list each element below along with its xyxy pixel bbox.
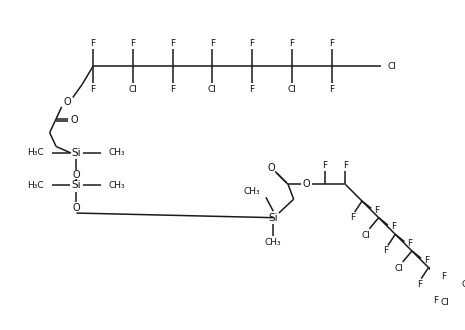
Text: F: F (323, 161, 328, 170)
Text: Cl: Cl (388, 62, 397, 71)
Text: Cl: Cl (441, 298, 450, 307)
Text: Cl: Cl (395, 264, 404, 273)
Text: F: F (170, 39, 175, 48)
Text: F: F (374, 206, 379, 215)
Text: H₃C: H₃C (27, 181, 44, 190)
Text: Si: Si (72, 180, 81, 190)
Text: O: O (71, 115, 79, 125)
Text: F: F (391, 222, 396, 231)
Text: F: F (343, 161, 348, 170)
Text: O: O (73, 170, 80, 180)
Text: F: F (433, 296, 438, 305)
Text: F: F (130, 39, 135, 48)
Text: F: F (250, 85, 255, 94)
Text: F: F (210, 39, 215, 48)
Text: F: F (407, 239, 412, 248)
Text: CH₃: CH₃ (244, 187, 260, 196)
Text: F: F (250, 39, 255, 48)
Text: F: F (424, 256, 429, 265)
Text: Cl: Cl (462, 280, 465, 289)
Text: Si: Si (72, 148, 81, 158)
Text: Cl: Cl (287, 85, 296, 94)
Text: F: F (350, 213, 355, 222)
Text: Cl: Cl (128, 85, 137, 94)
Text: F: F (329, 85, 334, 94)
Text: CH₃: CH₃ (109, 181, 126, 190)
Text: CH₃: CH₃ (265, 238, 282, 247)
Text: O: O (73, 203, 80, 213)
Text: F: F (170, 85, 175, 94)
Text: F: F (384, 247, 389, 255)
Text: F: F (289, 39, 294, 48)
Text: Cl: Cl (208, 85, 217, 94)
Text: Si: Si (268, 213, 278, 223)
Text: F: F (417, 280, 422, 289)
Text: F: F (329, 39, 334, 48)
Text: O: O (268, 163, 275, 173)
Text: CH₃: CH₃ (109, 148, 126, 157)
Text: Cl: Cl (361, 231, 370, 240)
Text: H₃C: H₃C (27, 148, 44, 157)
Text: O: O (303, 180, 311, 189)
Text: F: F (441, 272, 446, 281)
Text: F: F (91, 39, 96, 48)
Text: F: F (91, 85, 96, 94)
Text: O: O (63, 97, 71, 107)
